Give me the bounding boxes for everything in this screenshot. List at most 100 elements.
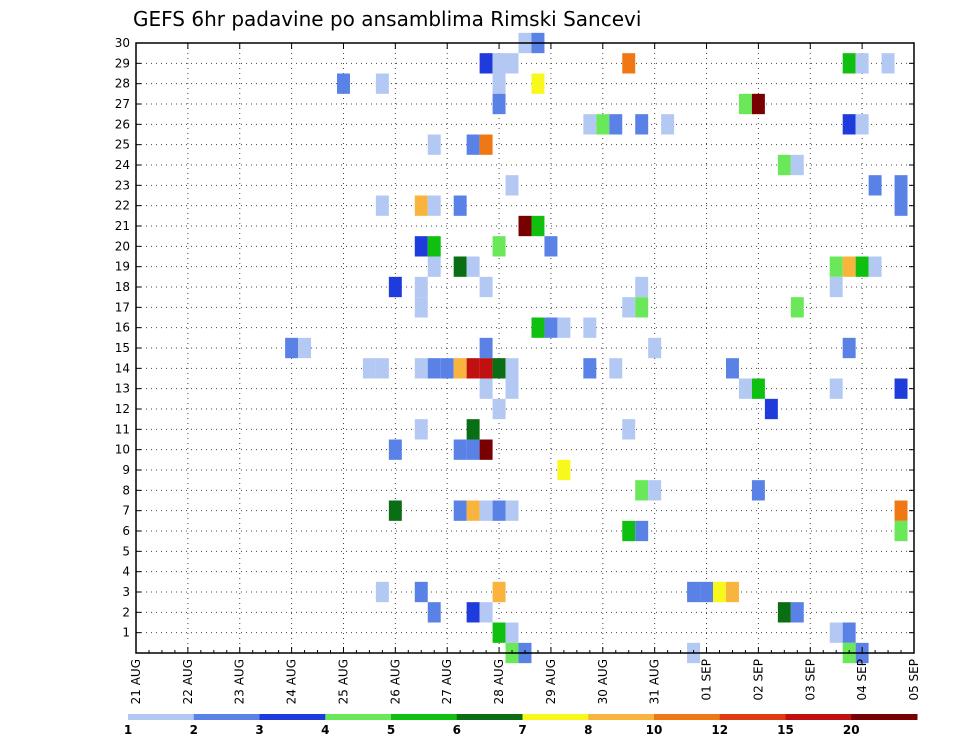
heatmap-cell [713,581,726,603]
heatmap-cell [479,276,493,298]
y-tick-label: 24 [115,158,130,172]
y-axis: 1234567891011121314151617181920212223242… [115,36,914,640]
heatmap-cell [427,358,441,379]
heatmap-cell [635,297,649,318]
heatmap-cell [583,358,597,379]
heatmap-cell [829,378,843,399]
y-tick-label: 8 [122,483,130,497]
heatmap-cell [388,276,402,298]
heatmap-cell [375,581,389,603]
y-tick-label: 2 [122,605,130,619]
y-tick-label: 27 [115,97,130,111]
y-tick-label: 9 [122,463,130,477]
y-tick-label: 6 [122,524,130,538]
heatmap-cell [544,317,558,338]
x-tick-label: 27 AUG [440,659,454,704]
heatmap-cell [842,114,856,135]
x-tick-label: 01 SEP [700,659,714,701]
y-tick-label: 19 [115,260,130,274]
y-tick-label: 7 [122,504,130,518]
heatmap-cell [414,358,428,379]
x-tick-label: 28 AUG [492,659,506,704]
y-tick-label: 22 [115,199,130,213]
heatmap-cell [362,358,376,379]
x-tick-label: 29 AUG [544,659,558,704]
y-tick-label: 11 [115,422,130,436]
heatmap-cell [855,53,869,74]
legend-label: 3 [255,723,263,737]
heatmap-cell [557,317,571,338]
heatmap-cell [466,500,480,521]
heatmap-cell [492,236,506,257]
heatmap-cell [505,358,519,379]
y-tick-label: 28 [115,77,130,91]
heatmap-cell [479,439,493,460]
heatmap-cell [414,276,428,298]
legend-swatch [128,714,195,720]
legend-label: 5 [387,723,395,737]
heatmap-cell [842,622,856,643]
y-tick-label: 29 [115,56,130,70]
heatmap-cell [336,73,350,94]
heatmap-cell [375,195,389,216]
heatmap-cell [829,276,843,298]
y-tick-label: 23 [115,178,130,192]
heatmap-cell [453,500,467,521]
heatmap-cell [829,622,843,643]
heatmap-cell [881,53,895,74]
heatmap-cell [738,93,752,115]
x-tick-label: 25 AUG [336,659,350,704]
x-tick-label: 24 AUG [285,659,299,704]
chart-title: GEFS 6hr padavine po ansamblima Rimski S… [133,7,641,31]
heatmap-cell [414,195,428,216]
y-tick-label: 30 [115,36,130,50]
heatmap-cell [427,236,441,257]
heatmap-cell [492,93,506,115]
x-tick-label: 22 AUG [181,659,195,704]
x-tick-label: 03 SEP [803,659,817,701]
legend-label: 15 [777,723,794,737]
heatmap-cell [466,439,480,460]
heatmap-cell [868,256,882,277]
legend-swatch [588,714,655,720]
heatmap-cell [285,337,299,359]
legend-label: 4 [321,723,329,737]
heatmap-cell [453,358,467,379]
heatmap-cell [505,622,519,643]
heatmap-cell [531,73,545,94]
heatmap-cell [427,195,441,216]
heatmap-cell [583,317,597,338]
heatmap-cell [596,114,610,135]
heatmap-cell [829,256,843,277]
heatmap-cell [492,358,506,379]
heatmap-cell [790,297,804,318]
legend-swatch [654,714,721,720]
y-tick-label: 26 [115,117,130,131]
heatmap-cell [427,134,441,155]
heatmap-cell [479,602,493,623]
heatmap-cell [466,419,480,440]
y-tick-label: 12 [115,402,130,416]
heatmap-cell [894,500,908,521]
heatmap-cell [466,256,480,277]
legend-swatch [522,714,589,720]
heatmap-cell [492,622,506,643]
heatmap-cell [414,581,428,603]
heatmap-cell [622,297,636,318]
heatmap-cell [531,215,545,237]
heatmap-cell [453,439,467,460]
heatmap-cell [777,154,791,176]
heatmap-cell [648,337,662,359]
y-tick-label: 13 [115,382,130,396]
heatmap-cell [531,317,545,338]
legend-label: 12 [711,723,728,737]
x-tick-label: 30 AUG [596,659,610,704]
heatmap-cell [427,602,441,623]
heatmap-cell [725,358,739,379]
heatmap-cell [492,53,506,74]
heatmap-cell [479,378,493,399]
cells-layer [285,32,908,664]
heatmap-cell [492,73,506,94]
heatmap-cell [440,358,454,379]
